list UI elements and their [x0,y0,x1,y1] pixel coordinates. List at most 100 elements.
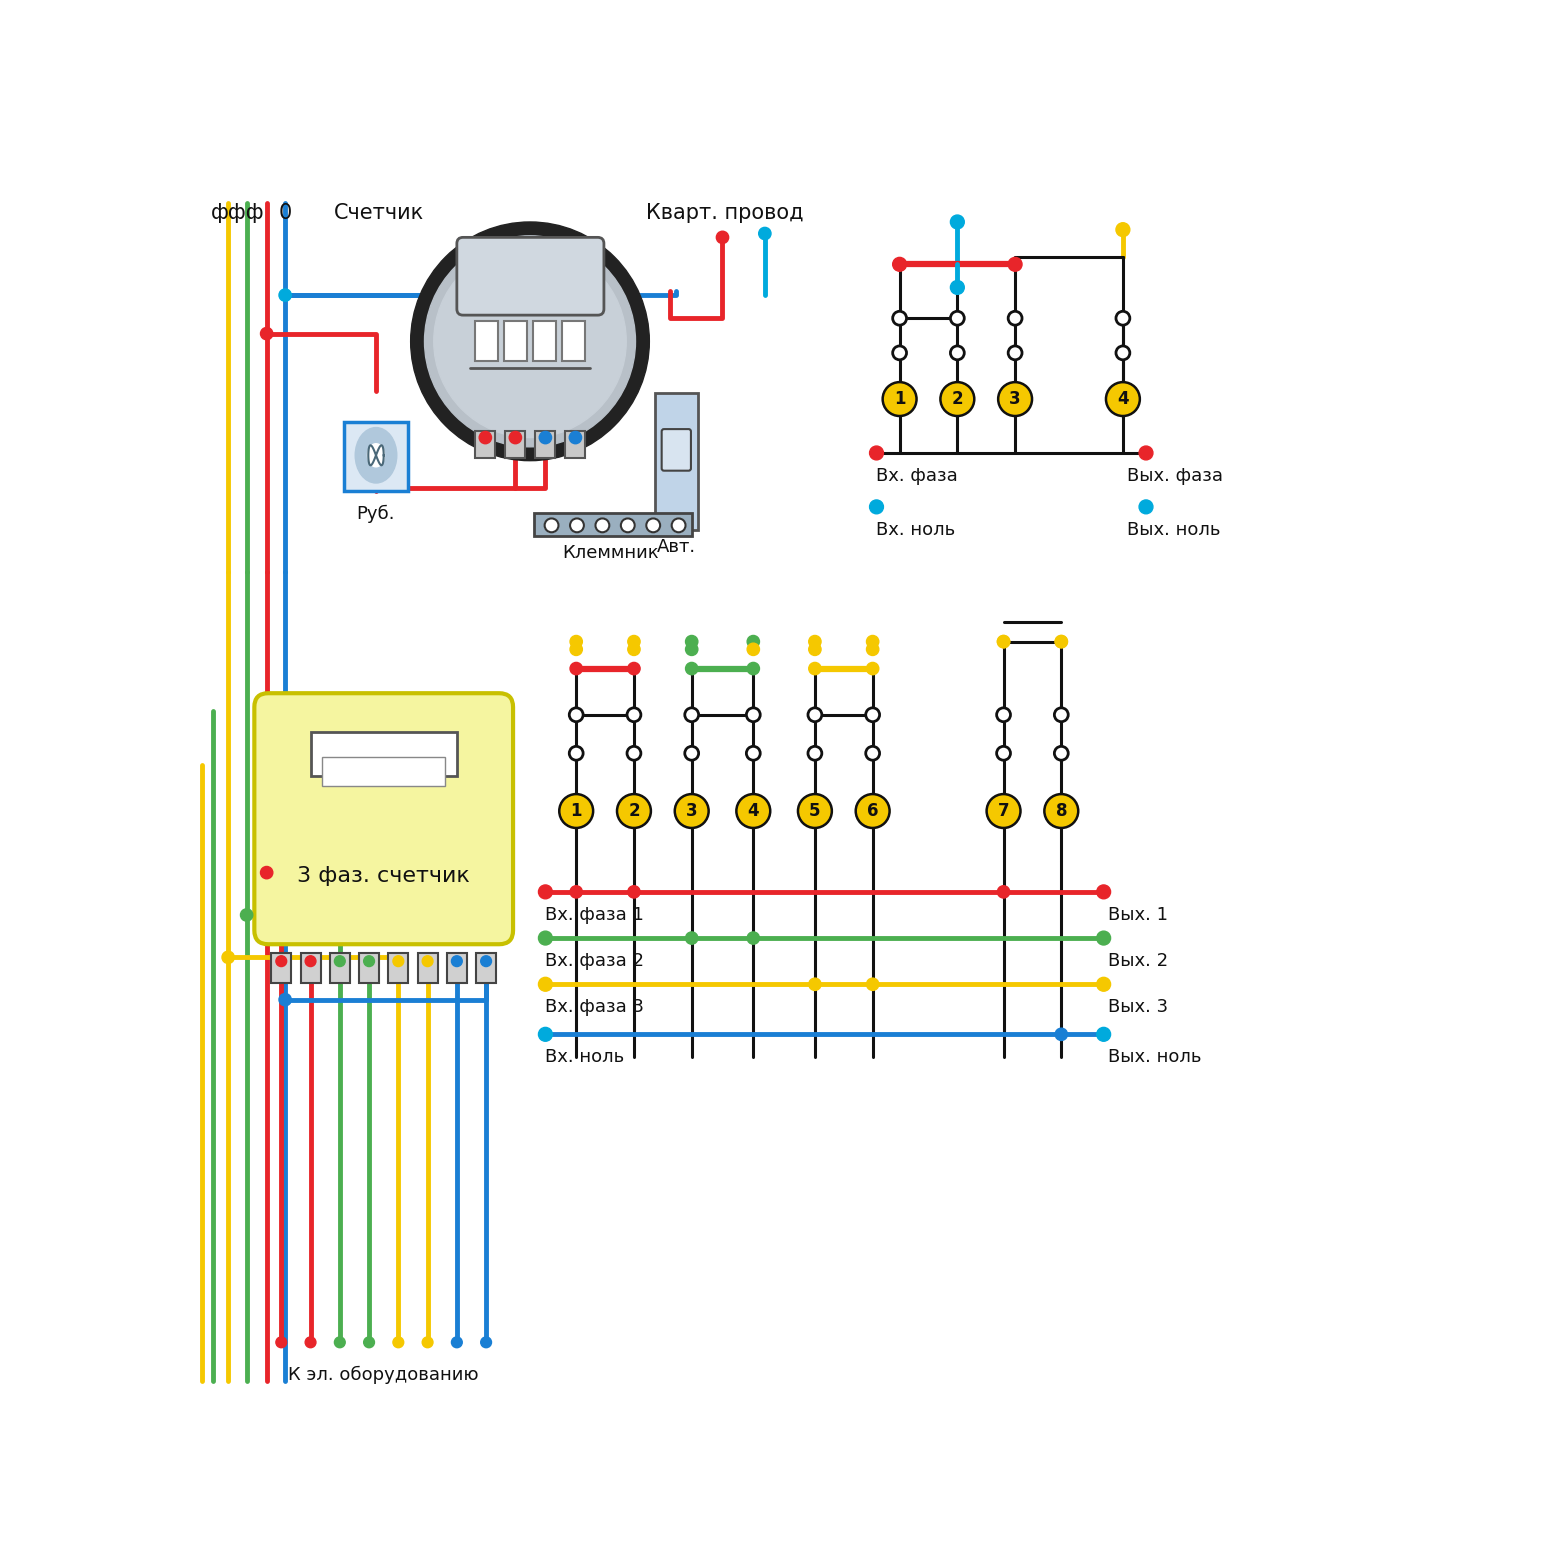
Circle shape [950,311,964,325]
Circle shape [1097,1027,1111,1041]
Circle shape [480,1336,491,1347]
Circle shape [1044,795,1078,827]
Circle shape [950,281,964,295]
Circle shape [334,1336,345,1347]
Circle shape [1106,382,1140,417]
Circle shape [538,885,552,899]
Circle shape [1115,223,1129,237]
Circle shape [627,662,640,674]
Circle shape [1008,311,1022,325]
Circle shape [997,635,1009,648]
Circle shape [866,643,878,656]
Circle shape [627,707,641,721]
Circle shape [685,635,697,648]
Circle shape [866,635,878,648]
Circle shape [747,643,760,656]
Bar [343,421,409,492]
Circle shape [558,795,593,827]
Circle shape [544,518,558,532]
Circle shape [685,707,699,721]
Text: Вх. фаза: Вх. фаза [877,467,958,485]
Bar [565,431,585,457]
Circle shape [596,518,610,532]
Text: Авт.: Авт. [657,537,696,556]
Circle shape [618,795,651,827]
Circle shape [451,1336,462,1347]
Circle shape [1097,977,1111,991]
Circle shape [747,635,760,648]
Circle shape [240,909,253,921]
Bar [310,732,457,776]
Circle shape [1097,885,1111,899]
Circle shape [569,746,583,760]
Bar [301,954,320,983]
Circle shape [627,635,640,648]
Bar [359,954,379,983]
Circle shape [1055,746,1069,760]
Text: 5: 5 [810,802,821,820]
Text: 1: 1 [571,802,582,820]
Text: 3: 3 [1009,390,1020,407]
Text: 7: 7 [998,802,1009,820]
Circle shape [997,746,1011,760]
Circle shape [950,347,964,359]
Circle shape [538,932,552,944]
Circle shape [261,866,273,879]
Circle shape [222,951,234,963]
Text: Вых. ноль: Вых. ноль [1108,1047,1201,1066]
Circle shape [997,885,1009,898]
Circle shape [1139,446,1153,460]
Text: Счетчик: Счетчик [334,203,424,223]
Text: Вх. фаза 3: Вх. фаза 3 [546,997,644,1016]
Circle shape [363,955,374,966]
Circle shape [799,795,831,827]
Circle shape [423,1336,434,1347]
Text: Вых. 3: Вых. 3 [1108,997,1167,1016]
Text: Кварт. провод: Кварт. провод [646,203,803,223]
Circle shape [869,500,883,514]
Circle shape [808,662,821,674]
Circle shape [746,707,760,721]
Circle shape [306,955,317,966]
Bar [474,322,498,361]
Text: 1: 1 [894,390,905,407]
Text: Вх. фаза 2: Вх. фаза 2 [546,952,644,969]
Bar [329,954,349,983]
Circle shape [869,446,883,460]
Text: Вх. ноль: Вх. ноль [877,521,956,539]
Circle shape [569,885,582,898]
Circle shape [540,431,552,443]
Text: 3: 3 [686,802,697,820]
Circle shape [1115,311,1129,325]
Text: Вх. фаза 1: Вх. фаза 1 [546,905,644,924]
Circle shape [736,795,771,827]
Circle shape [1097,932,1111,944]
Circle shape [997,635,1009,648]
Circle shape [808,635,821,648]
Circle shape [279,289,292,301]
Circle shape [892,347,906,359]
Circle shape [306,1336,317,1347]
Bar [562,322,585,361]
Circle shape [538,1027,552,1041]
Circle shape [950,215,964,229]
Bar [534,514,691,535]
Circle shape [410,222,649,460]
Circle shape [856,795,889,827]
Circle shape [393,955,404,966]
FancyBboxPatch shape [254,693,513,944]
Circle shape [941,382,975,417]
Circle shape [1055,707,1069,721]
Circle shape [675,795,708,827]
Bar [476,431,496,457]
Circle shape [808,746,822,760]
Text: 0: 0 [279,203,292,223]
Text: 8: 8 [1056,802,1067,820]
Text: ффф: ффф [211,203,264,223]
Ellipse shape [356,428,396,482]
Circle shape [569,707,583,721]
Circle shape [1055,635,1067,648]
Circle shape [479,431,491,443]
Text: 2: 2 [629,802,640,820]
Circle shape [393,1336,404,1347]
